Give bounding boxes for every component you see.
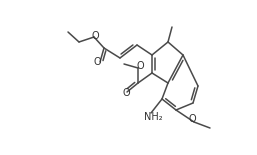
Text: NH₂: NH₂	[144, 112, 162, 122]
Text: O: O	[91, 31, 99, 41]
Text: O: O	[122, 88, 130, 98]
Text: O: O	[188, 114, 196, 124]
Text: O: O	[93, 57, 101, 67]
Text: O: O	[136, 61, 144, 71]
